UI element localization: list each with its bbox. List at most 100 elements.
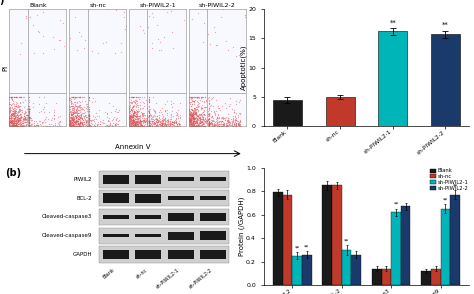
Point [9, 118, 17, 122]
Point [12, 122, 19, 127]
Point [67, 102, 75, 107]
Point [74, 122, 82, 126]
Point [65, 96, 73, 101]
Point [162, 121, 169, 126]
Point [155, 118, 163, 123]
Point [146, 95, 153, 99]
Point [160, 118, 168, 123]
Point [191, 124, 198, 129]
Point [9, 123, 16, 128]
Point [17, 119, 24, 124]
Point [74, 116, 82, 121]
Point [14, 109, 22, 113]
Point [156, 117, 164, 122]
Point [201, 116, 209, 121]
Point [190, 115, 198, 119]
Point [56, 38, 64, 43]
Point [67, 115, 75, 120]
Point [12, 120, 20, 125]
Point [11, 108, 18, 113]
Point [128, 114, 136, 119]
Point [132, 124, 140, 129]
Point [229, 114, 237, 118]
Point [205, 121, 213, 126]
Point [72, 122, 80, 127]
Point [125, 116, 133, 121]
Point [24, 112, 31, 117]
Point [13, 95, 21, 99]
Point [50, 115, 58, 120]
Point [191, 115, 198, 120]
Point [68, 115, 75, 120]
Point [204, 123, 211, 128]
Point [6, 95, 13, 99]
Point [136, 124, 143, 129]
Point [129, 119, 137, 124]
Point [79, 122, 87, 127]
Point [6, 116, 13, 121]
Point [9, 113, 17, 118]
Point [18, 118, 26, 123]
Point [9, 102, 16, 106]
Point [159, 124, 166, 128]
Point [136, 103, 144, 107]
Point [156, 119, 164, 124]
Point [67, 124, 74, 129]
Point [193, 102, 201, 107]
Point [127, 114, 134, 119]
Point [164, 121, 172, 125]
Point [213, 124, 220, 128]
Point [8, 112, 15, 117]
Point [188, 116, 195, 120]
Point [8, 118, 15, 123]
Point [6, 114, 13, 119]
Point [68, 113, 75, 117]
Point [225, 120, 232, 125]
Point [167, 99, 174, 103]
Point [141, 113, 148, 117]
Point [136, 112, 144, 117]
Point [85, 114, 93, 118]
Point [227, 96, 234, 101]
Point [26, 119, 33, 124]
Point [72, 110, 79, 115]
Point [144, 118, 152, 123]
Point [146, 124, 153, 129]
Point [236, 118, 244, 123]
Point [222, 39, 229, 44]
Point [149, 106, 157, 111]
Point [82, 122, 89, 126]
Point [60, 44, 67, 49]
Point [79, 124, 86, 128]
Point [200, 115, 207, 119]
Point [10, 95, 18, 99]
Point [205, 124, 213, 129]
Point [152, 115, 160, 120]
Point [185, 95, 193, 99]
Point [6, 102, 13, 107]
Point [146, 119, 153, 123]
Point [137, 124, 145, 129]
Point [214, 124, 222, 128]
Point [69, 116, 76, 120]
Point [215, 123, 223, 128]
Point [9, 97, 16, 102]
Point [134, 104, 141, 109]
FancyBboxPatch shape [135, 193, 161, 203]
Point [185, 117, 193, 122]
Point [72, 114, 80, 119]
Point [218, 119, 226, 123]
Point [235, 121, 243, 126]
Point [164, 118, 172, 122]
Point [188, 115, 195, 120]
Point [152, 111, 159, 116]
Point [201, 124, 209, 129]
Point [126, 123, 134, 128]
Point [7, 120, 15, 125]
Point [6, 105, 14, 110]
Point [65, 119, 73, 123]
Point [191, 124, 199, 129]
Point [220, 123, 228, 128]
Point [148, 123, 156, 128]
Point [125, 119, 133, 124]
